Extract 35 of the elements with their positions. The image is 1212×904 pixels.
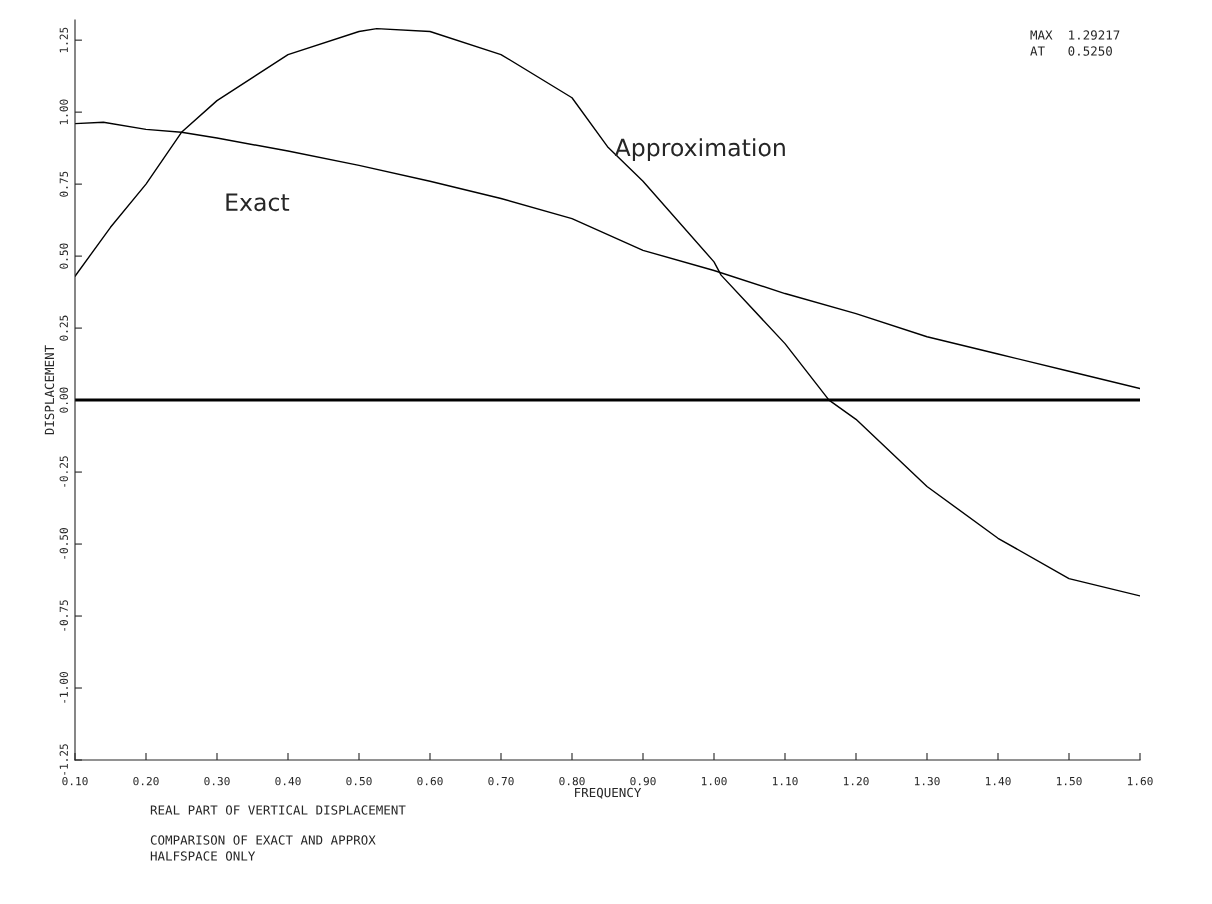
x-tick-label: 1.50 [1056, 776, 1082, 786]
y-tick-label: -1.25 [59, 744, 68, 775]
x-tick-label: 1.40 [985, 776, 1011, 786]
y-tick-label: 0.50 [59, 243, 68, 269]
x-tick-label: 0.70 [488, 776, 514, 786]
text: REAL PART OF VERTICAL DISPLACEMENT [150, 805, 406, 815]
annotation: MAX 1.29217 AT 0.5250 [1030, 30, 1120, 56]
y-tick-label: 0.75 [59, 171, 68, 197]
x-tick-label: 0.60 [417, 776, 443, 786]
x-tick-label: 1.10 [772, 776, 798, 786]
y-tick-label: 0.00 [59, 387, 68, 413]
y-tick-label: -1.00 [59, 672, 68, 703]
x-tick-label: 1.60 [1127, 776, 1153, 786]
x-tick-label: 1.00 [701, 776, 727, 786]
y-tick-label: 1.00 [59, 99, 68, 125]
text: COMPARISON OF EXACT AND APPROX HALFSPACE ONLY [150, 835, 376, 861]
y-tick-label: -0.50 [59, 528, 68, 559]
x-tick-label: 0.50 [346, 776, 372, 786]
line-series [75, 27, 1140, 597]
x-axis-title: FREQUENCY [575, 787, 642, 799]
x-tick-label: 1.20 [843, 776, 869, 786]
series-label: Exact [226, 193, 290, 212]
series-label: Approximation [614, 138, 785, 161]
x-tick-label: 0.30 [204, 776, 230, 786]
y-tick-label: -0.25 [59, 456, 68, 487]
y-tick-label: 0.25 [59, 315, 68, 341]
x-tick-label: 0.20 [133, 776, 159, 786]
y-tick-label: 1.25 [59, 27, 68, 53]
x-tick-label: 0.40 [275, 776, 301, 786]
x-tick-label: 0.90 [630, 776, 656, 786]
y-tick-label: -0.75 [59, 600, 68, 631]
x-tick-label: 1.30 [914, 776, 940, 786]
x-tick-label: 0.80 [559, 776, 585, 786]
x-tick-label: 0.10 [62, 776, 88, 786]
y-axis-title: DISPLACEMENT [44, 345, 55, 435]
